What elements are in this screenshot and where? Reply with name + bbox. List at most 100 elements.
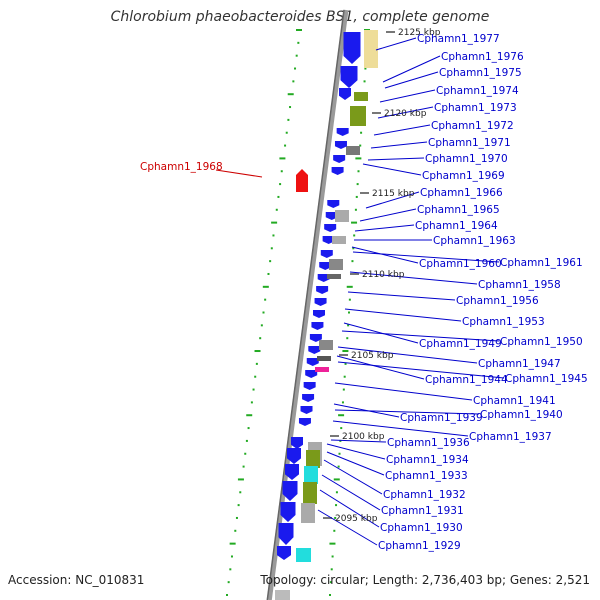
leader-line [330,439,387,443]
gene-label[interactable]: Cphamn1_1976 [441,51,524,63]
leader-line [379,89,436,103]
gene-label[interactable]: Cphamn1_1960 [419,258,502,270]
gene-label[interactable]: Cphamn1_1949 [419,338,502,350]
cds-arrow [287,448,301,464]
gene-label[interactable]: Cphamn1_1963 [433,235,516,247]
outer-tick-dot [287,118,290,121]
map-title: Chlorobium phaeobacteroides BS1, complet… [110,9,490,25]
cds-arrow [311,322,324,330]
inner-tick-dot [333,478,340,481]
gene-label[interactable]: Cphamn1_1930 [380,522,463,534]
gene-box-gray [346,146,360,155]
outer-tick-dot [296,29,302,31]
gene-label[interactable]: Cphamn1_1977 [417,33,500,45]
gene-label[interactable]: Cphamn1_1958 [478,279,561,291]
gene-box-gray [275,590,290,600]
gene-label[interactable]: Cphamn1_1950 [500,336,583,348]
gene-box-olive [303,482,317,504]
outer-tick-dot [271,221,278,224]
inner-tick-dot [338,452,341,455]
gene-label[interactable]: Cphamn1_1972 [431,120,514,132]
gene-label[interactable]: Cphamn1_1932 [383,489,466,501]
gene-label[interactable]: Cphamn1_1937 [469,431,552,443]
gene-box-gray [332,236,346,244]
inner-tick-dot [335,504,338,507]
outer-tick-dot [227,581,230,584]
gene-label[interactable]: Cphamn1_1964 [415,220,498,232]
gene-label[interactable]: Cphamn1_1936 [387,437,470,449]
gene-label[interactable]: Cphamn1_1953 [462,316,545,328]
gene-label[interactable]: Cphamn1_1933 [385,470,468,482]
cds-arrow [340,66,358,88]
outer-tick-dot [262,311,265,314]
cds-arrow [277,546,291,560]
gene-label[interactable]: Cphamn1_1956 [456,295,539,307]
cds-arrow [336,128,349,136]
inner-tick-dot [339,439,342,442]
cds-arrow [325,212,338,220]
cds-arrow [334,141,347,149]
cds-arrow [300,406,313,414]
leader-line [323,459,383,495]
gene-label[interactable]: Cphamn1_1970 [425,153,508,165]
leader-line [352,251,500,263]
cds-arrow [282,481,298,501]
gene-label[interactable]: Cphamn1_1944 [425,374,508,386]
outer-tick-dot [244,452,247,455]
gene-label[interactable]: Cphamn1_1969 [422,170,505,182]
scale-label: 2115 kbp [372,189,415,199]
gene-box-cyan [304,466,318,484]
cds-arrow [320,250,333,258]
gene-label[interactable]: Cphamn1_1966 [420,187,503,199]
highlight-gene-label[interactable]: Cphamn1_1968 [140,161,223,173]
cds-arrow [280,502,296,522]
inner-tick-dot [354,208,357,211]
gene-box-olive [350,106,366,126]
leader-line [377,106,434,119]
gene-label[interactable]: Cphamn1_1961 [500,257,583,269]
inner-tick-dot [342,388,345,391]
scale-label: 2100 kbp [342,432,385,442]
cds-arrow [313,310,325,318]
outer-tick-dot [230,555,233,558]
gene-label[interactable]: Cphamn1_1931 [381,505,464,517]
gene-label[interactable]: Cphamn1_1974 [436,85,519,97]
outer-tick-dot [234,529,237,532]
gene-label[interactable]: Cphamn1_1975 [439,67,522,79]
gene-box-gray [327,274,341,279]
inner-tick-dot [333,529,336,532]
gene-label[interactable]: Cphamn1_1971 [428,137,511,149]
gene-label[interactable]: Cphamn1_1939 [400,412,483,424]
inner-tick-dot [329,542,336,545]
leader-line [337,361,505,379]
leader-line [334,409,480,415]
outer-tick-dot [275,208,278,211]
gene-label[interactable]: Cphamn1_1941 [473,395,556,407]
inner-tick-dot [342,350,349,353]
cds-arrow [322,236,335,244]
gene-label[interactable]: Cphamn1_1947 [478,358,561,370]
gene-box-olive [306,450,320,468]
cds-arrow [327,200,340,208]
leader-line [341,330,500,342]
outer-tick-dot [267,272,270,275]
cds-arrow [309,334,322,342]
gene-box-magenta [315,367,329,372]
leader-line [321,474,381,511]
gene-label[interactable]: Cphamn1_1929 [378,540,461,552]
outer-tick-dot [242,465,245,468]
leader-line [337,346,478,364]
gene-label[interactable]: Cphamn1_1973 [434,102,517,114]
leader-line-highlight [215,169,263,178]
gene-label[interactable]: Cphamn1_1945 [505,373,588,385]
inner-tick-dot [351,260,354,263]
gene-label[interactable]: Cphamn1_1940 [480,409,563,421]
outer-tick-dot [280,170,283,173]
gene-label[interactable]: Cphamn1_1965 [417,204,500,216]
gene-label[interactable]: Cphamn1_1934 [386,454,469,466]
outer-tick-dot [295,54,298,57]
gene-box-gray [301,503,315,523]
outer-tick-dot [287,93,294,96]
outer-tick-dot [284,144,287,147]
